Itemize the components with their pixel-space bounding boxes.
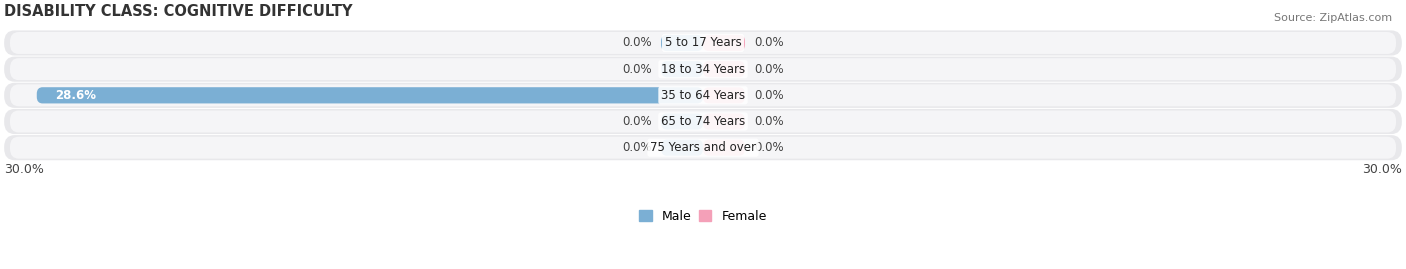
- Text: 0.0%: 0.0%: [754, 141, 785, 154]
- FancyBboxPatch shape: [4, 83, 1402, 108]
- Text: 5 to 17 Years: 5 to 17 Years: [665, 37, 741, 49]
- FancyBboxPatch shape: [4, 56, 1402, 82]
- FancyBboxPatch shape: [4, 109, 1402, 134]
- Legend: Male, Female: Male, Female: [634, 205, 772, 228]
- Text: 65 to 74 Years: 65 to 74 Years: [661, 115, 745, 128]
- FancyBboxPatch shape: [10, 84, 1396, 106]
- Text: 30.0%: 30.0%: [1362, 163, 1402, 176]
- FancyBboxPatch shape: [661, 61, 703, 77]
- Text: 0.0%: 0.0%: [754, 89, 785, 102]
- FancyBboxPatch shape: [661, 35, 703, 51]
- Text: 0.0%: 0.0%: [621, 37, 652, 49]
- Text: 30.0%: 30.0%: [4, 163, 44, 176]
- Text: 0.0%: 0.0%: [621, 63, 652, 76]
- FancyBboxPatch shape: [703, 35, 745, 51]
- Text: 0.0%: 0.0%: [621, 115, 652, 128]
- FancyBboxPatch shape: [703, 87, 745, 104]
- Text: 0.0%: 0.0%: [754, 37, 785, 49]
- FancyBboxPatch shape: [10, 137, 1396, 159]
- Text: 35 to 64 Years: 35 to 64 Years: [661, 89, 745, 102]
- FancyBboxPatch shape: [661, 114, 703, 130]
- Text: 0.0%: 0.0%: [621, 141, 652, 154]
- FancyBboxPatch shape: [4, 30, 1402, 55]
- FancyBboxPatch shape: [10, 111, 1396, 133]
- FancyBboxPatch shape: [703, 114, 745, 130]
- FancyBboxPatch shape: [703, 140, 745, 156]
- FancyBboxPatch shape: [661, 140, 703, 156]
- Text: DISABILITY CLASS: COGNITIVE DIFFICULTY: DISABILITY CLASS: COGNITIVE DIFFICULTY: [4, 4, 353, 19]
- Text: 18 to 34 Years: 18 to 34 Years: [661, 63, 745, 76]
- FancyBboxPatch shape: [10, 32, 1396, 54]
- Text: Source: ZipAtlas.com: Source: ZipAtlas.com: [1274, 13, 1392, 23]
- FancyBboxPatch shape: [703, 61, 745, 77]
- Text: 28.6%: 28.6%: [55, 89, 97, 102]
- FancyBboxPatch shape: [10, 58, 1396, 80]
- Text: 75 Years and over: 75 Years and over: [650, 141, 756, 154]
- Text: 0.0%: 0.0%: [754, 115, 785, 128]
- FancyBboxPatch shape: [4, 135, 1402, 160]
- Text: 0.0%: 0.0%: [754, 63, 785, 76]
- FancyBboxPatch shape: [37, 87, 703, 104]
